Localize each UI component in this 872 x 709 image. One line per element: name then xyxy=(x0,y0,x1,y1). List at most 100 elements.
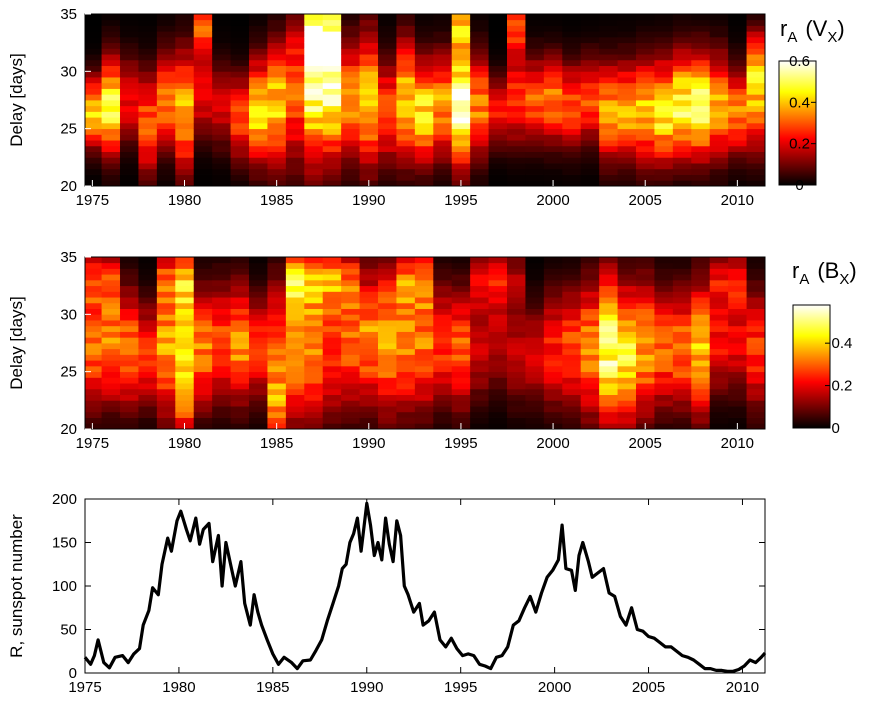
heatmap-cell xyxy=(101,320,121,327)
heatmap-cell xyxy=(212,25,231,32)
heatmap-cell xyxy=(488,308,508,315)
heatmap-cell xyxy=(249,308,268,315)
heatmap-cell xyxy=(101,291,121,298)
heatmap-cell xyxy=(212,77,231,84)
heatmap-cell xyxy=(212,94,231,101)
heatmap-cell xyxy=(267,157,287,164)
heatmap-cell xyxy=(672,406,692,413)
heatmap-cell xyxy=(414,151,434,158)
heatmap-cell xyxy=(672,36,692,44)
heatmap-cell xyxy=(230,365,250,373)
heatmap-cell xyxy=(562,134,582,141)
heatmap-cell xyxy=(543,388,563,395)
heatmap-cell xyxy=(543,411,563,418)
heatmap-cell xyxy=(396,291,416,298)
heatmap-cell xyxy=(341,42,360,49)
heatmap-cell xyxy=(691,19,711,26)
heatmap-cell xyxy=(525,291,545,298)
heatmap-cell xyxy=(138,320,158,327)
x-axis-ticks: 1975 1980 1985 1990 1995 2000 2005 2010 xyxy=(76,423,754,452)
heatmap-cell xyxy=(470,82,489,89)
heatmap-cell xyxy=(543,400,563,407)
heatmap-cell xyxy=(138,59,158,66)
heatmap-cell xyxy=(414,54,434,61)
heatmap-cell xyxy=(414,377,434,384)
heatmap-cell xyxy=(617,128,637,135)
heatmap-cell xyxy=(488,348,508,355)
heatmap-cell xyxy=(285,48,305,55)
heatmap-cell xyxy=(212,320,231,327)
heatmap-cell xyxy=(562,383,582,390)
heatmap-cell xyxy=(304,168,324,175)
heatmap-cell xyxy=(654,371,674,378)
heatmap-cell xyxy=(728,331,747,338)
heatmap-cell xyxy=(599,82,618,89)
heatmap-cell xyxy=(396,105,416,112)
heatmap-cell xyxy=(433,59,453,66)
heatmap-cell xyxy=(285,77,305,84)
heatmap-cell xyxy=(212,383,231,390)
heatmap-cell xyxy=(691,406,711,413)
heatmap-cell xyxy=(85,274,102,281)
heatmap-cell xyxy=(378,417,397,424)
heatmap-cell xyxy=(341,122,360,130)
heatmap-cell xyxy=(599,77,618,84)
heatmap-cell xyxy=(451,77,471,84)
heatmap-cell xyxy=(728,377,747,384)
heatmap-cell xyxy=(230,354,250,361)
heatmap-cell xyxy=(617,19,637,26)
heatmap-cell xyxy=(580,157,600,164)
heatmap-cell xyxy=(230,308,250,315)
heatmap-cell xyxy=(120,94,139,101)
heatmap-cell xyxy=(580,314,600,321)
heatmap-cell xyxy=(543,343,563,350)
heatmap-cell xyxy=(396,163,416,170)
heatmap-cell xyxy=(267,82,287,89)
heatmap-cell xyxy=(156,257,176,264)
heatmap-cell xyxy=(230,394,250,401)
heatmap-cell xyxy=(156,377,176,384)
heatmap-cell xyxy=(120,406,139,413)
heatmap-cell xyxy=(433,394,453,401)
heatmap-cell xyxy=(156,36,176,44)
heatmap-cell xyxy=(488,151,508,158)
heatmap-cell xyxy=(470,54,489,61)
heatmap-cell xyxy=(543,117,563,124)
heatmap-cell xyxy=(101,25,121,32)
heatmap-cell xyxy=(249,111,268,118)
heatmap-cell xyxy=(543,77,563,84)
heatmap-cell xyxy=(85,411,102,418)
heatmap-cell xyxy=(304,111,324,118)
heatmap-cell xyxy=(193,360,213,367)
heatmap-cell xyxy=(322,180,342,187)
heatmap-cell xyxy=(728,360,747,367)
heatmap-cell xyxy=(709,377,729,384)
heatmap-cell xyxy=(359,279,379,287)
heatmap-cell xyxy=(470,48,489,55)
heatmap-cell xyxy=(85,128,102,135)
heatmap-cell xyxy=(451,314,471,321)
heatmap-cell xyxy=(175,262,195,269)
heatmap-cell xyxy=(433,94,453,101)
heatmap-cell xyxy=(175,168,195,175)
heatmap-cell xyxy=(728,394,747,401)
heatmap-cell xyxy=(249,48,268,55)
heatmap-cell xyxy=(138,122,158,130)
heatmap-cell xyxy=(156,383,176,390)
heatmap-cell xyxy=(341,400,360,407)
heatmap-cell xyxy=(120,268,139,275)
heatmap-cell xyxy=(193,423,213,430)
heatmap-cell xyxy=(304,291,324,298)
heatmap-cell xyxy=(267,302,287,309)
heatmap-cell xyxy=(543,268,563,275)
heatmap-cell xyxy=(138,365,158,373)
heatmap-cell xyxy=(433,423,453,430)
heatmap-cell xyxy=(322,111,342,118)
heatmap-cell xyxy=(175,274,195,281)
heatmap-cell xyxy=(101,77,121,84)
heatmap-cell xyxy=(562,174,582,181)
heatmap-cell xyxy=(599,308,618,315)
plot-frame xyxy=(84,256,766,430)
heatmap-cell xyxy=(120,145,139,152)
heatmap-cell xyxy=(451,54,471,61)
